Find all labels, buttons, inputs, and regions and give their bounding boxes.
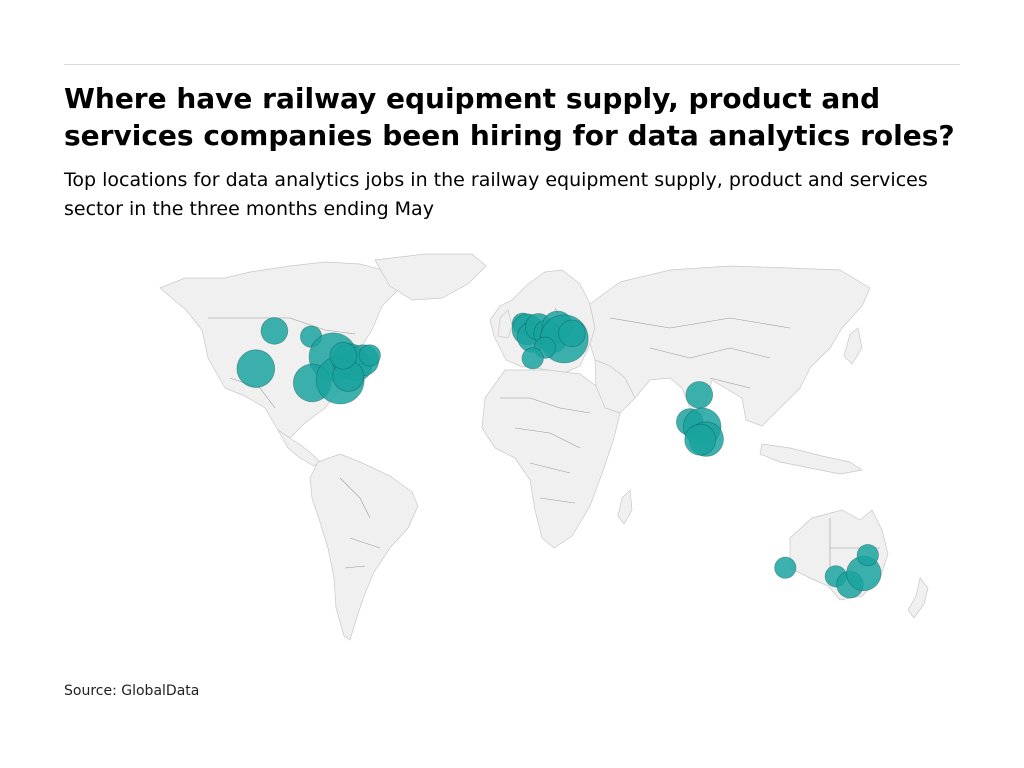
land-madagascar (617, 489, 633, 525)
location-bubble-20[interactable] (558, 319, 586, 348)
border-us-mexico (229, 377, 276, 409)
land-africa (481, 369, 621, 549)
top-divider (64, 64, 960, 65)
location-bubble-22[interactable] (521, 347, 544, 370)
location-bubble-32[interactable] (856, 543, 879, 567)
source-note: Source: GlobalData (64, 683, 200, 699)
location-bubble-27[interactable] (684, 423, 717, 456)
land-south-america (309, 453, 419, 641)
border-us-canada (208, 317, 356, 335)
location-bubble-28[interactable] (774, 556, 797, 579)
land-british-isles (497, 309, 513, 339)
land-asia (589, 265, 871, 427)
border-africa (500, 397, 591, 504)
border-asia (609, 317, 791, 389)
bubble-layer (236, 310, 882, 599)
land-greenland (374, 253, 487, 301)
location-bubble-23[interactable] (685, 381, 714, 409)
land-indonesia (759, 443, 863, 475)
chart-title: Where have railway equipment supply, pro… (64, 82, 955, 152)
chart-subtitle: Top locations for data analytics jobs in… (64, 169, 928, 220)
land-central-america (277, 429, 321, 467)
location-bubble-11[interactable] (329, 341, 358, 370)
land-new-zealand (907, 577, 929, 619)
land-layer (159, 253, 929, 641)
location-bubble-0[interactable] (236, 349, 276, 388)
land-japan (843, 327, 863, 365)
location-bubble-1[interactable] (260, 317, 289, 345)
border-south-america (339, 477, 381, 569)
world-map (159, 253, 929, 641)
location-bubble-9[interactable] (358, 344, 381, 367)
